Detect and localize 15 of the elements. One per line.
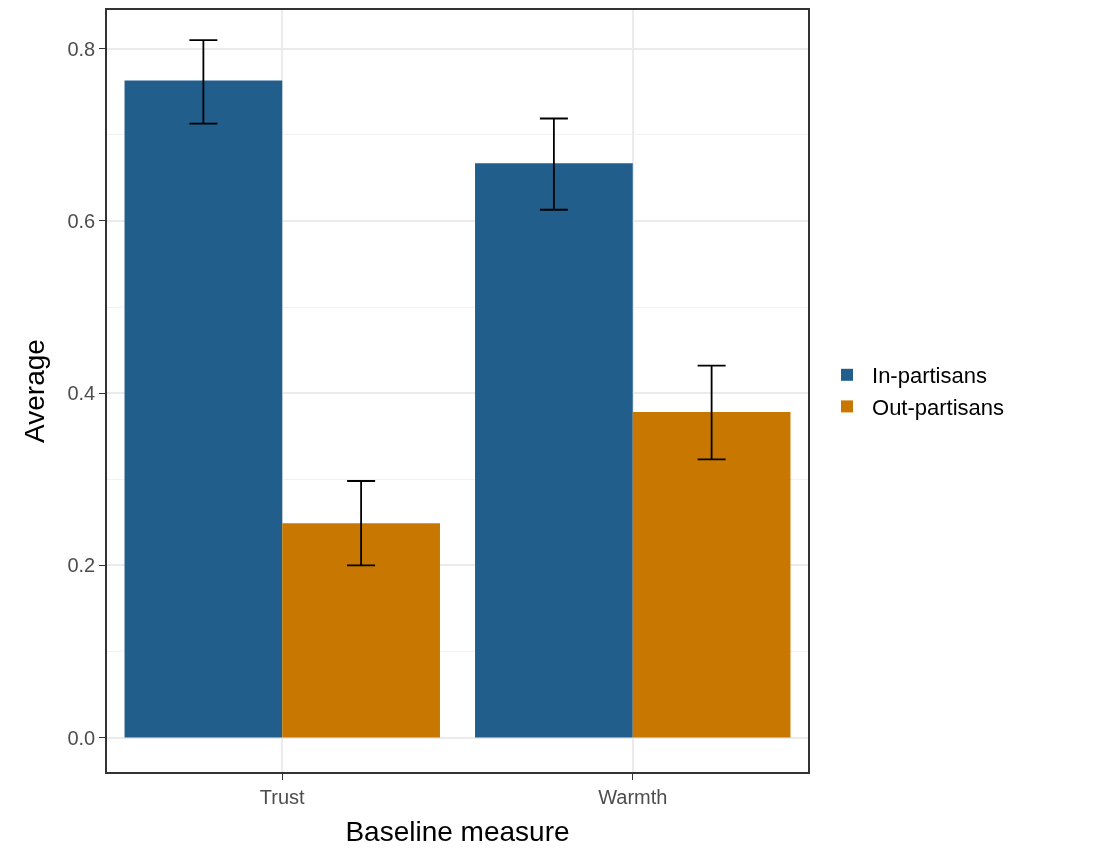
bar	[124, 80, 283, 738]
y-tick-label: 0.0	[67, 726, 96, 749]
x-axis-title: Baseline measure	[345, 816, 570, 848]
bar	[475, 163, 633, 738]
bar	[282, 523, 440, 738]
y-tick-label: 0.6	[67, 209, 96, 232]
x-tick-label: Trust	[259, 785, 306, 808]
legend-label: Out-partisans	[872, 394, 1005, 420]
y-tick-label: 0.2	[67, 554, 96, 577]
y-tick-label: 0.8	[67, 37, 96, 60]
legend-label: In-partisans	[872, 363, 987, 389]
bar	[632, 412, 791, 738]
x-tick-label: Warmth	[598, 785, 668, 808]
y-axis-title: Average	[18, 339, 50, 443]
y-tick-label: 0.4	[67, 382, 96, 405]
